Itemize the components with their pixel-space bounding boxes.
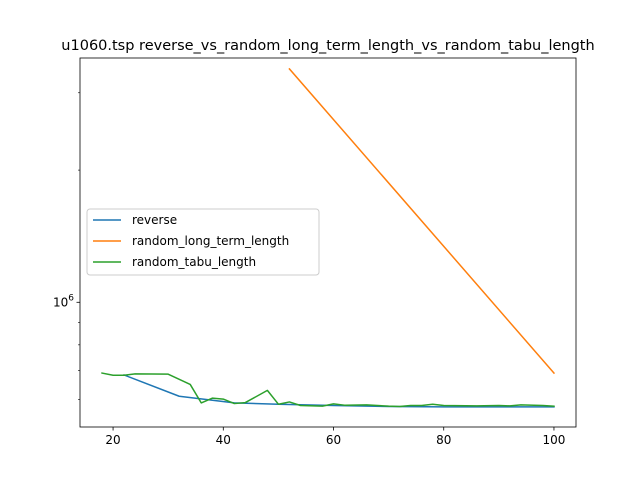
series-layer — [101, 67, 556, 408]
y-axis-ticks: 106 — [53, 92, 80, 401]
y-tick-label: 106 — [53, 293, 74, 309]
x-tick-label: 60 — [326, 433, 341, 447]
legend-entry-label: reverse — [132, 213, 177, 227]
y-tick-exponent: 6 — [68, 293, 74, 303]
axes-frame — [79, 57, 577, 428]
series-line-random-tabu-length — [101, 372, 555, 408]
x-tick-label: 100 — [543, 433, 566, 447]
series-line-reverse — [123, 374, 555, 408]
series-line-random-long-term-length — [288, 67, 556, 375]
y-tick-base: 10 — [53, 295, 68, 309]
x-tick-label: 80 — [436, 433, 451, 447]
chart-title: u1060.tsp reverse_vs_random_long_term_le… — [61, 38, 594, 54]
legend-box — [86, 208, 320, 276]
x-tick-label: 40 — [216, 433, 231, 447]
legend-entry-label: random_tabu_length — [132, 255, 256, 269]
legend-entry-label: random_long_term_length — [132, 234, 289, 248]
x-tick-label: 20 — [105, 433, 120, 447]
x-axis-ticks: 20 40 60 80 100 — [105, 427, 565, 447]
legend: reverse random_long_term_length random_tab… — [86, 208, 320, 276]
